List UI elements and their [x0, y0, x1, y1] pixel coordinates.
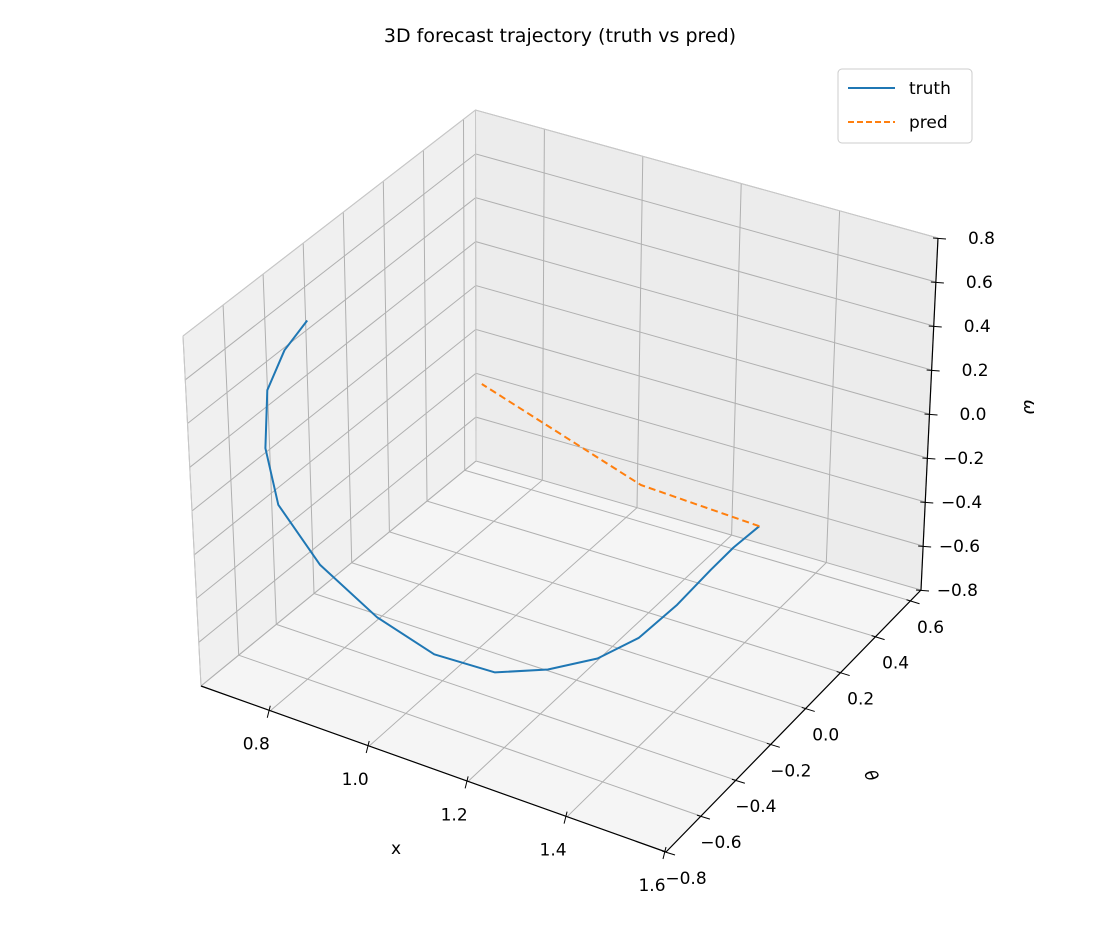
x-tick: [662, 846, 667, 860]
series-lines: [264, 319, 760, 674]
x-tick-label: 1.6: [638, 876, 665, 896]
y-tick: [801, 706, 815, 712]
y-tick: [836, 671, 850, 677]
y-tick-label: −0.8: [665, 869, 706, 889]
floor-pane: [201, 461, 921, 852]
x-tick-label: 1.0: [342, 770, 369, 790]
left-pane: [183, 110, 476, 686]
z-tick: [920, 501, 934, 504]
z-tick: [918, 545, 932, 548]
x-tick-label: 1.4: [540, 841, 567, 861]
z-tick-label: −0.4: [941, 493, 982, 513]
y-tick-label: −0.6: [700, 833, 741, 853]
x-tick: [563, 811, 568, 824]
z-tick: [915, 589, 930, 592]
z-tick: [928, 325, 942, 328]
legend-pred-label: pred: [909, 113, 948, 133]
tick-labels: 0.81.01.21.41.6 −0.8−0.6−0.4−0.20.00.20.4…: [243, 229, 995, 896]
z-tick-label: 0.2: [962, 361, 989, 381]
y-tick: [731, 778, 746, 784]
y-tick-label: −0.4: [735, 797, 776, 817]
z-tick-label: 0.8: [968, 229, 995, 249]
y-axis-line: [665, 589, 922, 853]
chart-title: 3D forecast trajectory (truth vs pred): [384, 25, 736, 47]
legend-frame: [837, 68, 973, 144]
y-tick: [661, 850, 676, 856]
x-tick: [464, 776, 469, 789]
legend-truth-label: truth: [909, 79, 951, 99]
z-tick-label: 0.0: [959, 405, 986, 425]
z-tick-label: 0.4: [964, 317, 991, 337]
z-tick: [930, 281, 944, 284]
z-tick: [926, 369, 940, 372]
axis-panes: [183, 110, 938, 852]
y-tick: [871, 635, 885, 641]
legend: truth pred: [837, 68, 973, 144]
z-tick-label: −0.6: [939, 537, 980, 557]
axis-lines: [182, 109, 947, 860]
z-axis-label: ω: [1019, 399, 1040, 414]
x-tick: [266, 705, 271, 718]
x-axis-line: [200, 685, 667, 853]
z-tick: [932, 237, 947, 240]
x-axis-label: x: [391, 839, 401, 859]
y-tick-label: 0.6: [917, 618, 944, 638]
x-tick-label: 0.8: [243, 735, 270, 755]
series-truth-line: [264, 319, 760, 674]
y-tick: [906, 599, 920, 605]
z-tick-label: −0.8: [937, 581, 978, 601]
y-axis-label: θ: [859, 767, 882, 785]
z-tick-label: 0.6: [966, 273, 993, 293]
y-tick-label: 0.2: [847, 690, 874, 710]
y-tick: [696, 814, 711, 820]
y-tick-label: 0.0: [812, 725, 839, 745]
pane-left-edge: [182, 335, 202, 687]
z-tick: [924, 413, 938, 416]
y-tick: [766, 742, 780, 748]
series-pred-line: [481, 383, 760, 528]
y-tick-label: −0.2: [770, 761, 811, 781]
x-tick-label: 1.2: [441, 805, 468, 825]
y-tick-label: 0.4: [882, 654, 909, 674]
x-tick: [365, 740, 370, 754]
pane-back-edge: [475, 109, 477, 462]
z-tick-label: −0.2: [943, 449, 984, 469]
z-tick: [922, 457, 936, 460]
